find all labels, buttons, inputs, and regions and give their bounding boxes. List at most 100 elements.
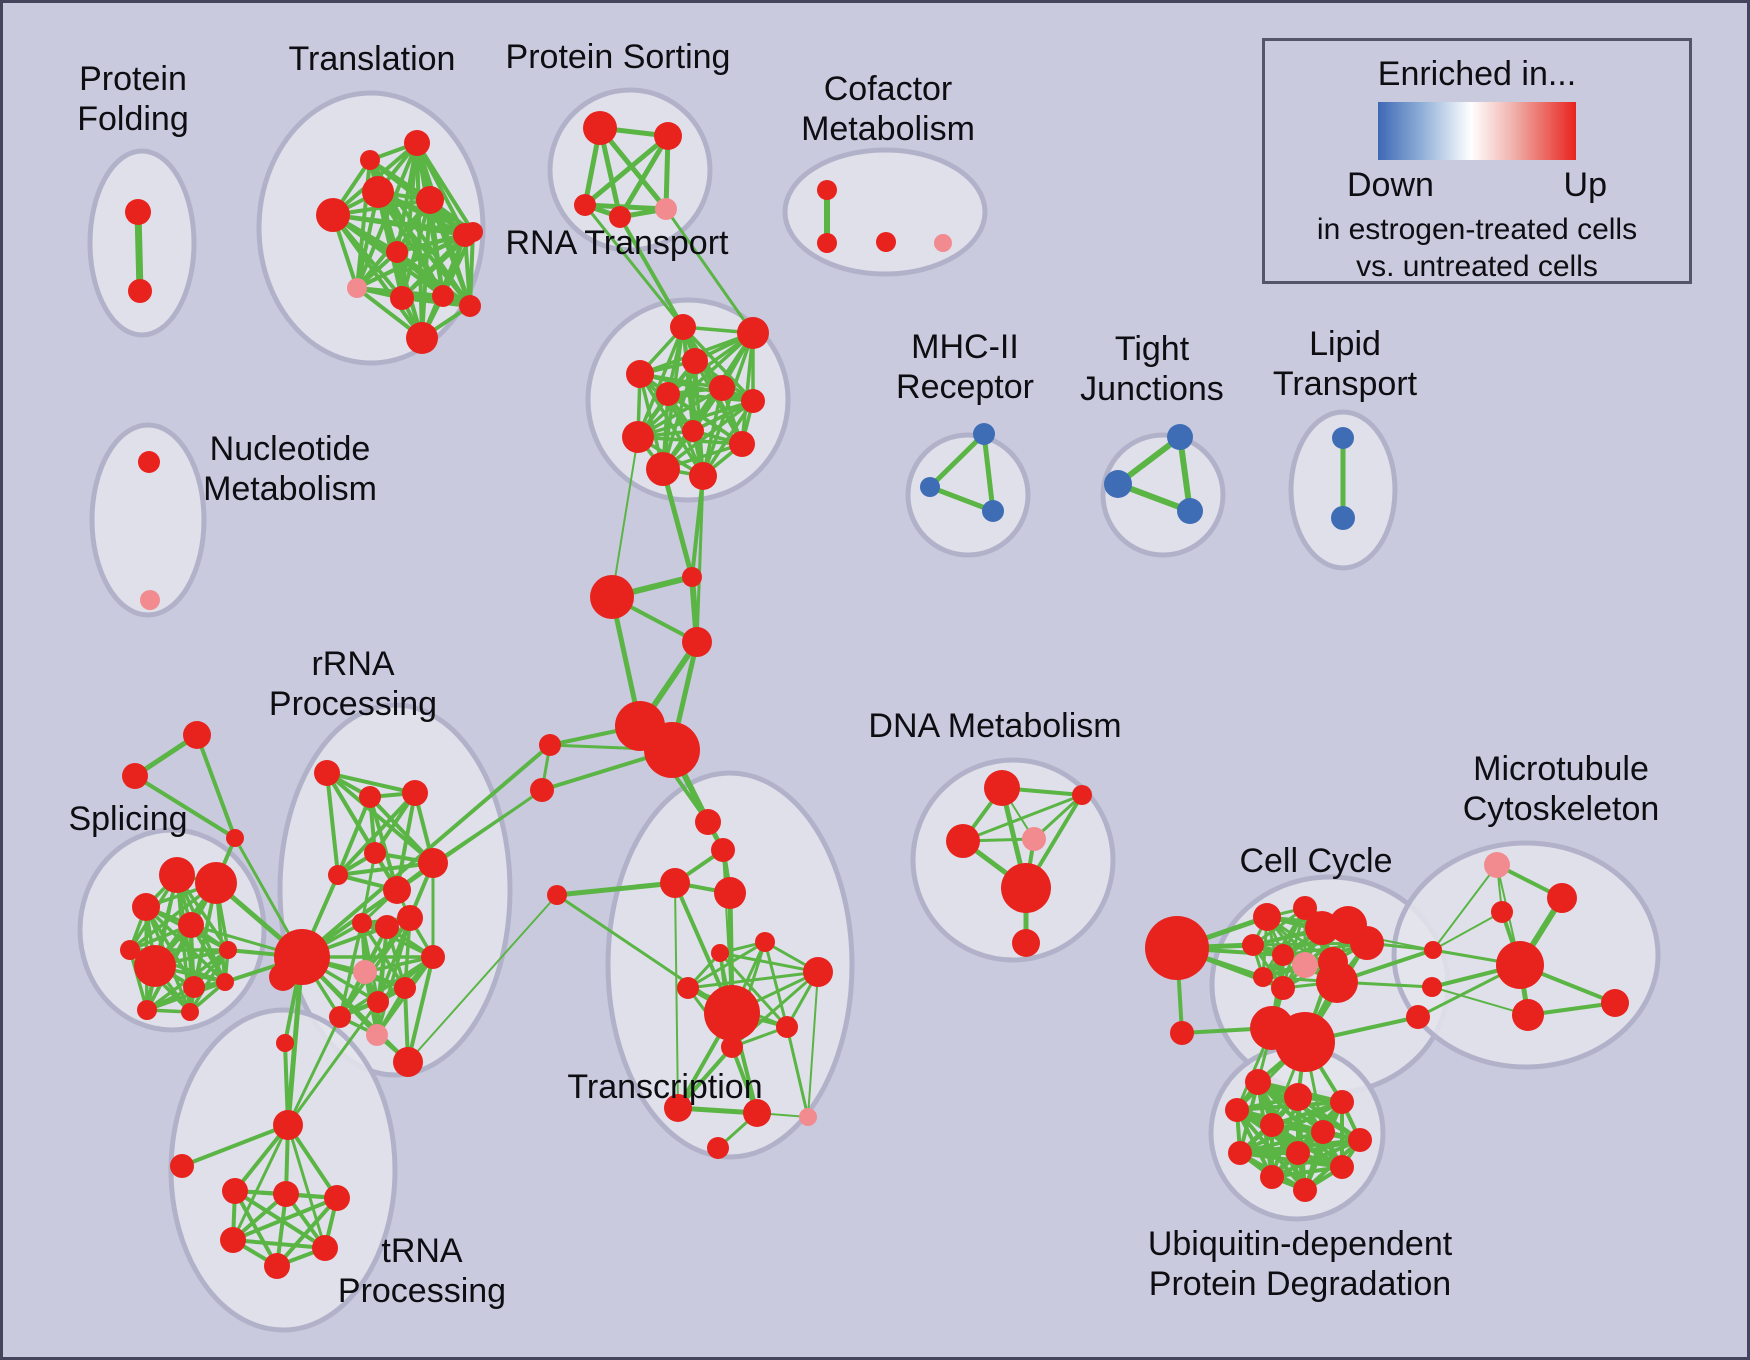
network-edge (338, 921, 364, 1019)
network-edge (188, 923, 193, 1014)
cluster-ellipse-tight-junctions (1100, 432, 1226, 558)
cluster-label-nucleotide-metabolism: Nucleotide Metabolism (203, 430, 377, 508)
network-edge (686, 970, 820, 990)
network-node-r14 (394, 977, 416, 999)
cluster-label-translation: Translation (289, 40, 456, 78)
network-node-cc11 (1271, 976, 1295, 1000)
network-edge (927, 484, 996, 514)
network-node-cc5 (1350, 926, 1384, 960)
network-edge (617, 133, 671, 220)
network-edge (336, 791, 417, 877)
network-node-tr13 (743, 1099, 771, 1127)
cluster-label-ubiquitin-degradation: Ubiquitin-dependent Protein Degradation (1148, 1225, 1453, 1303)
network-node-mh1 (973, 423, 995, 445)
network-edge (555, 893, 734, 1015)
network-node-rt8 (622, 421, 654, 453)
cluster-ellipse-nucleotide-metabolism (89, 422, 207, 618)
network-node-t6 (386, 241, 408, 263)
network-node-r10 (397, 905, 423, 931)
network-node-mc2 (1547, 883, 1577, 913)
network-node-cc14 (1275, 1012, 1335, 1072)
network-node-t11 (459, 295, 481, 317)
network-node-ps2 (654, 122, 682, 150)
network-node-dm3 (946, 824, 980, 858)
network-node-tj3 (1177, 498, 1203, 524)
network-node-pf2 (128, 279, 152, 303)
network-edge (583, 203, 685, 329)
network-node-tr14 (799, 1108, 817, 1126)
network-node-nh (547, 885, 567, 905)
network-node-rt5 (709, 375, 735, 401)
cluster-label-protein-folding: Protein Folding (77, 60, 189, 138)
cluster-label-cofactor-metabolism: Cofactor Metabolism (801, 70, 975, 148)
network-node-mc4 (1496, 941, 1544, 989)
network-node-tr12 (664, 1094, 692, 1122)
network-node-cc16 (1170, 1021, 1194, 1045)
cluster-label-trna-processing: tRNA Processing (338, 1232, 506, 1310)
network-node-lp1 (1332, 427, 1354, 449)
network-node-tr9 (704, 985, 760, 1041)
legend-up-label: Up (1563, 166, 1607, 204)
network-edge (231, 1123, 290, 1242)
network-node-r1 (314, 760, 340, 786)
network-node-f6 (264, 1253, 290, 1279)
network-node-tr10 (776, 1016, 798, 1038)
network-node-r13 (367, 991, 389, 1013)
network-edge (407, 894, 558, 1063)
network-node-tr15 (707, 1137, 729, 1159)
network-node-sp7 (134, 945, 176, 987)
network-node-dm1 (984, 770, 1020, 806)
network-node-cc8 (1292, 952, 1318, 978)
network-edge (740, 331, 755, 446)
cluster-label-dna-metabolism: DNA Metabolism (868, 707, 1121, 745)
network-node-rt1 (670, 314, 696, 340)
network-node-t8 (347, 278, 367, 298)
network-node-sp10 (137, 1000, 157, 1020)
network-node-tr6 (711, 944, 729, 962)
network-edge (763, 940, 789, 1029)
network-edge (188, 948, 230, 1014)
network-edge (231, 1238, 327, 1250)
network-node-t9 (390, 286, 414, 310)
network-node-t3 (416, 186, 444, 214)
network-node-dm5 (1001, 863, 1051, 913)
network-edge (325, 771, 417, 795)
network-node-ov3 (1406, 1005, 1430, 1029)
network-node-t10 (432, 285, 454, 307)
network-node-rt6 (656, 382, 680, 406)
network-node-Rh2 (269, 963, 297, 991)
legend-title: Enriched in... (1377, 55, 1577, 93)
network-node-r7 (418, 848, 448, 878)
network-node-tr3 (660, 868, 690, 898)
network-node-cf2 (817, 233, 837, 253)
network-node-r8 (352, 913, 372, 933)
network-node-cc10 (1253, 967, 1273, 987)
network-edge (145, 980, 227, 1012)
network-node-dm6 (1012, 929, 1040, 957)
network-node-dm2 (1072, 785, 1092, 805)
network-node-rt3 (682, 348, 708, 374)
network-node-ta (273, 1110, 303, 1140)
network-node-mh2 (920, 477, 940, 497)
legend-box: Enriched in... Down Up in estrogen-treat… (1262, 38, 1692, 284)
network-node-sp4 (178, 912, 204, 938)
network-edge (360, 851, 377, 925)
network-node-nb (590, 575, 634, 619)
network-edge (355, 230, 475, 290)
network-node-cf4 (934, 234, 952, 252)
network-edge (285, 954, 305, 1128)
network-node-ne (644, 722, 700, 778)
network-node-t7 (463, 222, 483, 242)
cluster-label-tight-junctions: Tight Junctions (1080, 330, 1224, 408)
network-edge (134, 208, 144, 295)
legend-caption-line2: vs. untreated cells (1356, 250, 1598, 283)
network-node-r11 (421, 945, 445, 969)
network-node-tr1 (695, 809, 721, 835)
cluster-label-microtubule-cytoskeleton: Microtubule Cytoskeleton (1463, 750, 1660, 828)
cluster-label-mhc-ii-receptor: MHC-II Receptor (896, 328, 1034, 406)
network-node-ng (530, 778, 554, 802)
network-edge (275, 1196, 339, 1268)
network-edge (286, 1000, 380, 1127)
network-edge (695, 474, 705, 644)
